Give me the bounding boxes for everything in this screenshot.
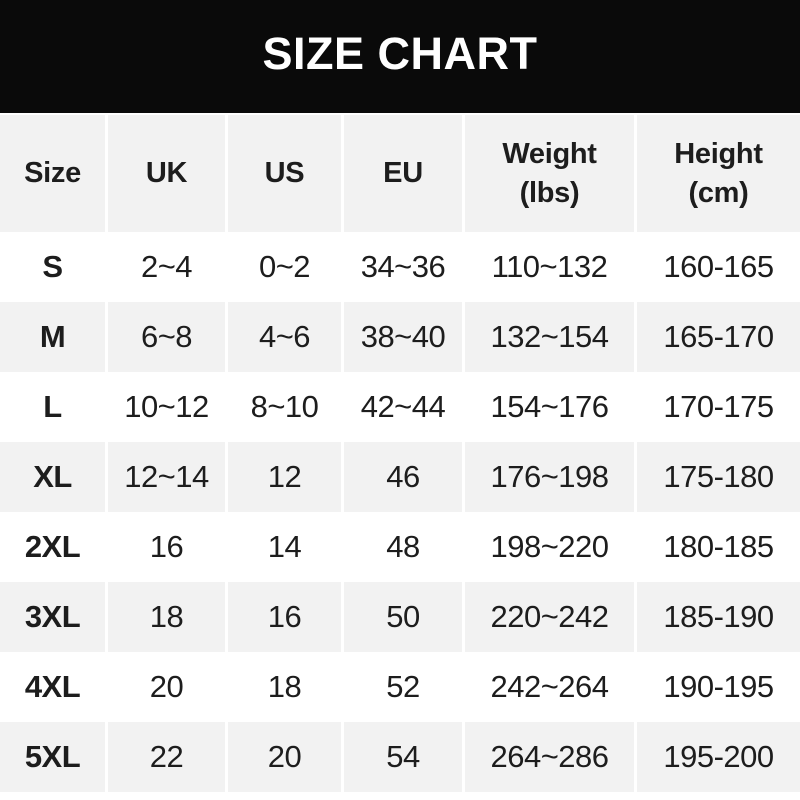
column-header-us: US xyxy=(228,115,341,232)
cell-weight: 154~176 xyxy=(465,372,634,442)
cell-height: 180-185 xyxy=(637,512,800,582)
cell-height: 170-175 xyxy=(637,372,800,442)
cell-weight: 176~198 xyxy=(465,442,634,512)
cell-eu: 38~40 xyxy=(344,302,462,372)
cell-height: 190-195 xyxy=(637,652,800,722)
cell-eu: 52 xyxy=(344,652,462,722)
cell-us: 8~10 xyxy=(228,372,341,442)
cell-uk: 18 xyxy=(108,582,225,652)
cell-eu: 46 xyxy=(344,442,462,512)
cell-us: 18 xyxy=(228,652,341,722)
cell-weight: 198~220 xyxy=(465,512,634,582)
cell-uk: 16 xyxy=(108,512,225,582)
cell-size: XL xyxy=(0,442,105,512)
cell-uk: 2~4 xyxy=(108,232,225,302)
cell-uk: 6~8 xyxy=(108,302,225,372)
cell-us: 12 xyxy=(228,442,341,512)
cell-weight: 110~132 xyxy=(465,232,634,302)
cell-eu: 54 xyxy=(344,722,462,792)
cell-weight: 242~264 xyxy=(465,652,634,722)
cell-size: M xyxy=(0,302,105,372)
cell-uk: 22 xyxy=(108,722,225,792)
cell-us: 0~2 xyxy=(228,232,341,302)
cell-uk: 12~14 xyxy=(108,442,225,512)
cell-weight: 220~242 xyxy=(465,582,634,652)
cell-weight: 264~286 xyxy=(465,722,634,792)
size-table: Size UK US EU Weight (lbs) Height (cm) S… xyxy=(0,115,800,792)
cell-height: 160-165 xyxy=(637,232,800,302)
cell-uk: 20 xyxy=(108,652,225,722)
cell-eu: 50 xyxy=(344,582,462,652)
cell-eu: 42~44 xyxy=(344,372,462,442)
cell-size: 3XL xyxy=(0,582,105,652)
column-header-size: Size xyxy=(0,115,105,232)
cell-us: 14 xyxy=(228,512,341,582)
cell-eu: 34~36 xyxy=(344,232,462,302)
cell-us: 20 xyxy=(228,722,341,792)
cell-size: 2XL xyxy=(0,512,105,582)
cell-uk: 10~12 xyxy=(108,372,225,442)
column-header-weight: Weight (lbs) xyxy=(465,115,634,232)
cell-size: 4XL xyxy=(0,652,105,722)
cell-eu: 48 xyxy=(344,512,462,582)
cell-size: L xyxy=(0,372,105,442)
cell-height: 185-190 xyxy=(637,582,800,652)
cell-height: 165-170 xyxy=(637,302,800,372)
page-title: SIZE CHART xyxy=(262,27,538,79)
cell-us: 16 xyxy=(228,582,341,652)
cell-height: 195-200 xyxy=(637,722,800,792)
column-header-eu: EU xyxy=(344,115,462,232)
cell-size: 5XL xyxy=(0,722,105,792)
column-header-height: Height (cm) xyxy=(637,115,800,232)
cell-us: 4~6 xyxy=(228,302,341,372)
cell-height: 175-180 xyxy=(637,442,800,512)
cell-size: S xyxy=(0,232,105,302)
cell-weight: 132~154 xyxy=(465,302,634,372)
banner: SIZE CHART xyxy=(0,0,800,113)
column-header-uk: UK xyxy=(108,115,225,232)
